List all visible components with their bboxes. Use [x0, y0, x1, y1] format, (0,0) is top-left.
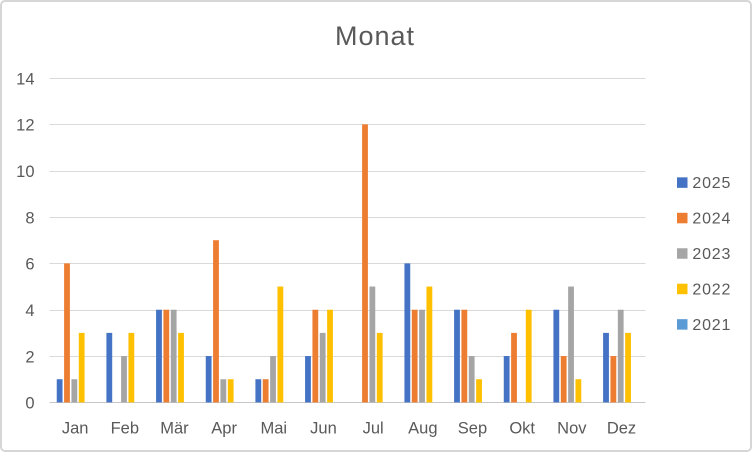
svg-text:Mai: Mai [261, 420, 288, 438]
svg-text:14: 14 [16, 70, 34, 88]
svg-text:Apr: Apr [211, 420, 237, 438]
svg-text:Okt: Okt [509, 420, 535, 438]
svg-text:Jul: Jul [363, 420, 384, 438]
svg-text:Mär: Mär [160, 420, 189, 438]
svg-text:6: 6 [25, 256, 34, 274]
svg-text:Jun: Jun [310, 420, 337, 438]
svg-text:10: 10 [16, 163, 34, 181]
svg-text:12: 12 [16, 117, 34, 135]
svg-text:Sep: Sep [458, 420, 487, 438]
svg-text:2022: 2022 [692, 281, 731, 298]
svg-text:8: 8 [25, 209, 34, 227]
svg-text:4: 4 [25, 302, 34, 320]
svg-text:2023: 2023 [692, 246, 731, 263]
svg-text:Aug: Aug [408, 420, 437, 438]
svg-text:Monat: Monat [335, 21, 415, 51]
svg-text:2024: 2024 [692, 210, 731, 227]
svg-text:Jan: Jan [62, 420, 89, 438]
svg-text:2025: 2025 [692, 175, 731, 192]
svg-text:2021: 2021 [692, 317, 731, 334]
svg-text:2: 2 [25, 348, 34, 366]
svg-text:Nov: Nov [557, 420, 587, 438]
svg-text:0: 0 [25, 395, 34, 413]
svg-text:Feb: Feb [111, 420, 139, 438]
svg-text:Dez: Dez [607, 420, 636, 438]
